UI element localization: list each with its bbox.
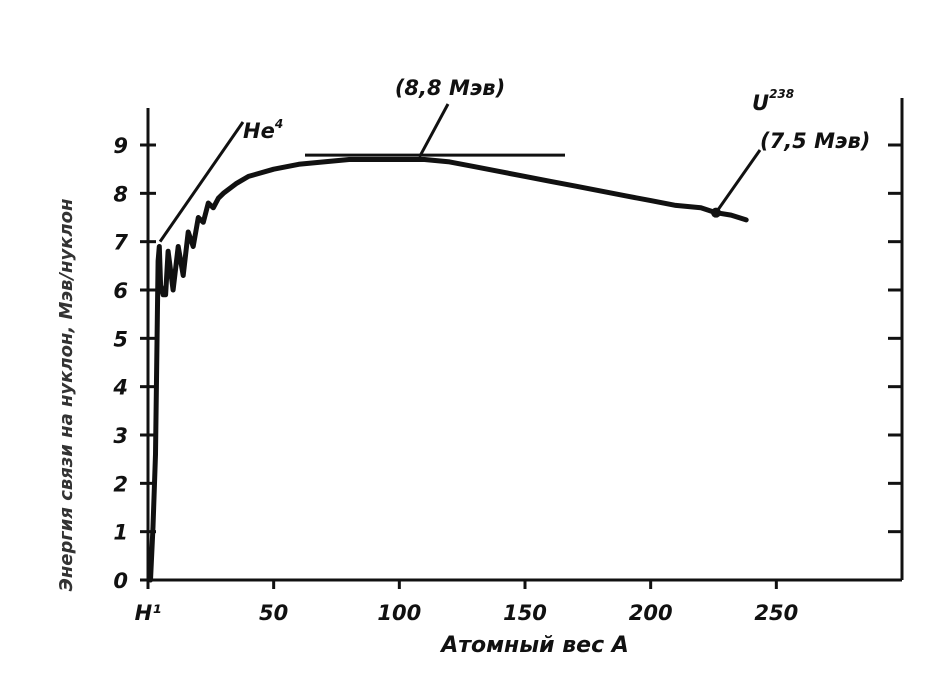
chart-axis-labels: Атомный вес A Энергия связи на нуклон, Мэ… [56, 199, 629, 658]
u238-energy-annotation: (7,5 Мэв) [760, 129, 870, 153]
peak-annotation: (8,8 Мэв) [395, 76, 505, 100]
x-tick-label: 150 [503, 601, 547, 625]
peak-pointer-line [418, 103, 450, 158]
y-tick-label: 6 [113, 279, 128, 303]
y-axis-label: Энергия связи на нуклон, Мэв/нуклон [56, 199, 77, 592]
x-axis-label: Атомный вес A [439, 633, 629, 658]
x-tick-label: 250 [754, 601, 798, 625]
he4-annotation: He4 [243, 117, 283, 143]
y-tick-label: 0 [113, 569, 128, 593]
x-tick-label: H¹ [135, 601, 162, 625]
chart-annotations: He4 (8,8 Мэв) U238 (7,5 Мэв) [158, 76, 870, 243]
he4-pointer-line [158, 121, 245, 243]
x-tick-label: 200 [629, 601, 673, 625]
y-tick-label: 1 [113, 521, 128, 545]
y-tick-label: 5 [113, 327, 128, 351]
y-tick-label: 2 [113, 472, 128, 496]
x-tick-label: 100 [377, 601, 421, 625]
u238-annotation: U238 [752, 87, 794, 115]
x-tick-label: 50 [259, 601, 288, 625]
chart-series-layer [148, 157, 749, 583]
y-tick-label: 8 [113, 182, 128, 206]
y-tick-label: 7 [113, 231, 128, 255]
chart-axes [142, 98, 904, 582]
y-tick-label: 9 [113, 134, 128, 158]
binding-energy-curve [148, 157, 749, 583]
u238-pointer-line [714, 149, 762, 214]
y-tick-label: 3 [113, 424, 128, 448]
y-tick-label: 4 [112, 376, 128, 400]
chart-ticks: 0 1 2 3 4 5 6 7 8 9 H¹ 50 100 150 200 250 [112, 134, 902, 625]
